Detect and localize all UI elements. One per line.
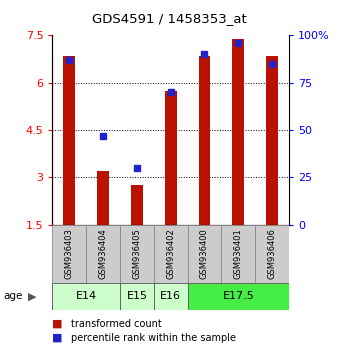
Text: E14: E14 <box>76 291 97 302</box>
Bar <box>97 171 109 225</box>
Text: GSM936401: GSM936401 <box>234 228 243 279</box>
Text: GSM936403: GSM936403 <box>65 228 74 279</box>
Bar <box>199 56 210 225</box>
Bar <box>154 283 188 310</box>
Bar <box>188 283 289 310</box>
Bar <box>221 225 255 283</box>
Text: ■: ■ <box>52 333 63 343</box>
Text: GDS4591 / 1458353_at: GDS4591 / 1458353_at <box>92 12 246 25</box>
Text: E17.5: E17.5 <box>222 291 254 302</box>
Text: GSM936402: GSM936402 <box>166 228 175 279</box>
Text: ■: ■ <box>52 319 63 329</box>
Text: GSM936400: GSM936400 <box>200 228 209 279</box>
Text: age: age <box>3 291 23 301</box>
Bar <box>52 283 120 310</box>
Bar <box>233 39 244 225</box>
Text: GSM936404: GSM936404 <box>99 228 107 279</box>
Text: E16: E16 <box>160 291 181 302</box>
Text: percentile rank within the sample: percentile rank within the sample <box>71 333 236 343</box>
Text: GSM936405: GSM936405 <box>132 228 141 279</box>
Bar <box>64 56 75 225</box>
Text: E15: E15 <box>126 291 147 302</box>
Bar <box>188 225 221 283</box>
Bar <box>52 225 86 283</box>
Bar <box>120 283 154 310</box>
Bar <box>154 225 188 283</box>
Text: transformed count: transformed count <box>71 319 162 329</box>
Bar <box>165 91 177 225</box>
Bar <box>131 185 143 225</box>
Bar <box>86 225 120 283</box>
Text: GSM936406: GSM936406 <box>268 228 276 279</box>
Text: ▶: ▶ <box>28 291 37 301</box>
Bar <box>266 56 278 225</box>
Bar <box>255 225 289 283</box>
Bar <box>120 225 154 283</box>
